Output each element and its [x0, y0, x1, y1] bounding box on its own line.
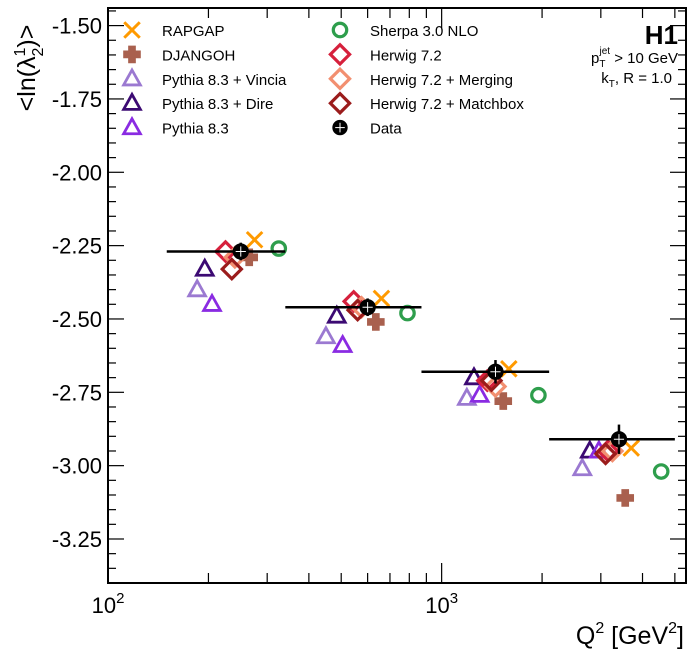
point-pythia-8-3-vincia: [571, 456, 594, 477]
legend-label-herwig-7-2-merging: Herwig 7.2 + Merging: [370, 72, 513, 89]
point-pythia-8-3-dire: [194, 257, 216, 277]
point-pythia-8-3: [468, 383, 491, 403]
y-axis-title: <ln(λ21)>: [12, 25, 47, 112]
point-djangoh: [616, 489, 635, 507]
y-tick-label: -2.25: [52, 234, 102, 259]
y-tick-label: -2.75: [52, 380, 102, 405]
jet-algorithm-label: kT, R = 1.0: [601, 70, 672, 90]
legend-marker-rapgap: [123, 21, 141, 39]
point-pythia-8-3-dire: [463, 365, 485, 386]
legend-label-data: Data: [370, 121, 402, 138]
jet-pt-cut-label: pTjet > 10 GeV: [591, 46, 678, 70]
point-rapgap: [372, 289, 391, 308]
x-tick-label: 102: [92, 590, 125, 618]
axes: -1.50 -1.75 -2.00 -2.25 -2.50 -2.75 -3.00 -3.25…: [52, 8, 686, 618]
plot-frame: [107, 7, 687, 584]
point-pythia-8-3-vincia: [186, 277, 208, 298]
legend-marker-sherpa-3-0-nlo: [331, 21, 349, 39]
y-tick-label: -3.00: [52, 454, 102, 479]
series-rapgap: [245, 230, 641, 457]
point-herwig-7-2: [213, 239, 238, 264]
point-herwig-7-2-merging: [483, 374, 508, 399]
point-rapgap: [500, 360, 518, 378]
experiment-label: H1: [645, 20, 678, 50]
legend-marker-pythia-8-3: [121, 115, 143, 136]
y-tick-label: -2.50: [52, 307, 102, 332]
y-tick-label: -1.75: [52, 87, 102, 112]
point-herwig-7-2-matchbox: [219, 257, 244, 281]
legend-marker-djangoh: [123, 45, 141, 64]
point-rapgap: [245, 230, 264, 249]
series-herwig-7-2-merging: [222, 245, 625, 463]
legend-marker-herwig-7-2: [328, 42, 352, 67]
point-sherpa-3-0-nlo: [652, 463, 670, 480]
plot-area: [166, 230, 675, 507]
legend-marker-pythia-8-3-dire: [121, 91, 143, 111]
legend-marker-herwig-7-2-matchbox: [328, 91, 352, 116]
y-tick-label: -3.25: [52, 527, 102, 552]
series-herwig-7-2: [213, 239, 620, 463]
legend-label-rapgap: RAPGAP: [162, 23, 225, 40]
point-sherpa-3-0-nlo: [530, 386, 547, 404]
point-pythia-8-3: [331, 333, 354, 353]
point-herwig-7-2-matchbox: [593, 442, 618, 466]
legend-marker-pythia-8-3-vincia: [121, 67, 143, 87]
series-data: [166, 242, 675, 454]
point-pythia-8-3: [201, 292, 223, 312]
point-pythia-8-3-vincia: [315, 324, 337, 345]
point-pythia-8-3-vincia: [456, 386, 478, 406]
legend: RAPGAP DJANGOH Pythia 8.3 + Vincia Pythia 8…: [121, 21, 524, 138]
point-pythia-8-3-dire: [326, 304, 348, 324]
y-tick-label: -2.00: [52, 160, 102, 185]
legend-label-djangoh: DJANGOH: [162, 47, 235, 64]
legend-label-pythia-8-3: Pythia 8.3: [162, 121, 229, 138]
legend-label-pythia-8-3-vincia: Pythia 8.3 + Vincia: [162, 72, 287, 89]
legend-marker-herwig-7-2-merging: [328, 66, 352, 91]
y-tick-label: -1.50: [52, 14, 102, 39]
series-herwig-7-2-matchbox: [219, 257, 618, 466]
x-tick-label: 103: [425, 590, 458, 618]
point-djangoh: [494, 392, 513, 410]
point-rapgap: [622, 439, 641, 457]
series-pythia-8-3-dire: [194, 257, 601, 459]
x-axis-title: Q2 [GeV2]: [576, 620, 684, 650]
series-djangoh: [240, 248, 635, 507]
legend-label-herwig-7-2: Herwig 7.2: [370, 47, 442, 64]
legend-label-sherpa-3-0-nlo: Sherpa 3.0 NLO: [370, 23, 478, 40]
point-djangoh: [240, 248, 259, 267]
point-sherpa-3-0-nlo: [270, 240, 288, 257]
point-djangoh: [367, 313, 385, 331]
legend-label-pythia-8-3-dire: Pythia 8.3 + Dire: [162, 96, 273, 113]
series-pythia-8-3-vincia: [186, 277, 594, 477]
legend-label-herwig-7-2-matchbox: Herwig 7.2 + Matchbox: [370, 96, 524, 113]
